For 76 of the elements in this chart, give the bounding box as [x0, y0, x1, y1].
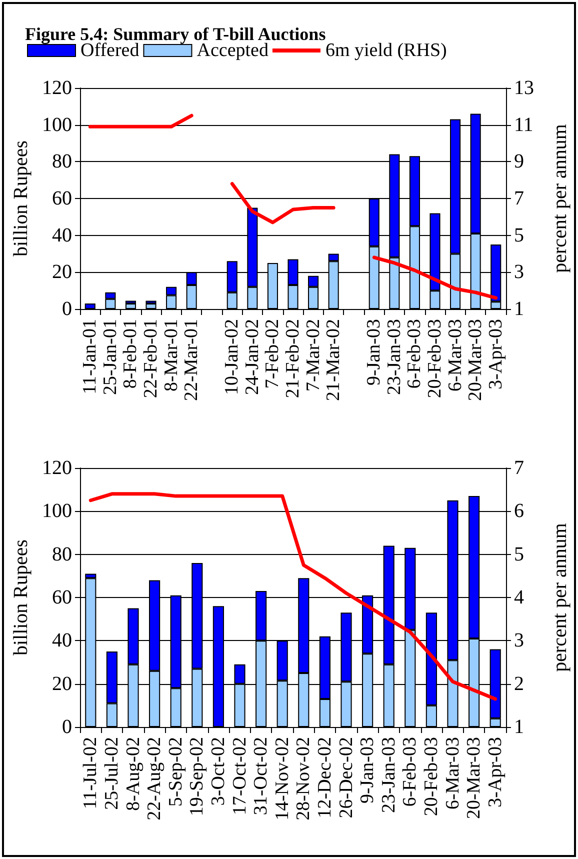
bar	[146, 303, 156, 309]
x-tick-label: 10-Jan-02	[222, 319, 243, 395]
x-tick-label: 19-Sep-02	[186, 737, 208, 816]
line-series	[88, 492, 498, 701]
x-tick-label: 20-Feb-03	[424, 319, 446, 398]
x-tick-label: 6-Feb-03	[404, 319, 426, 389]
y2-tick-label: 1	[514, 298, 524, 320]
x-tick-label: 23-Jan-03	[378, 737, 400, 813]
y2-tick-label: 11	[514, 114, 534, 136]
bar	[84, 303, 96, 309]
y2-tick-label: 1	[514, 716, 524, 738]
y2-tick-label: 2	[514, 672, 524, 695]
bar	[125, 303, 136, 309]
x-tick-label: 20-Mar-03	[465, 319, 486, 401]
y2-tick-label: 7	[514, 457, 524, 479]
x-tick-label: 8-Aug-02	[122, 737, 144, 811]
x-tick-label: 20-Feb-03	[420, 737, 442, 816]
y2-tick-label: 4	[514, 586, 524, 608]
y-tick-label: 80	[52, 543, 72, 566]
x-tick-label: 6-Feb-03	[400, 737, 421, 807]
x-tick-label: 3-Oct-02	[208, 737, 229, 806]
y-tick-label: 0	[62, 716, 72, 738]
y-tick-label: 40	[52, 630, 72, 652]
x-tick-label: 25-Jul-02	[101, 737, 122, 810]
y2-tick-label: 3	[514, 261, 524, 284]
x-tick-label: 8-Mar-01	[160, 319, 182, 392]
y-tick-label: 100	[42, 500, 72, 522]
y-tick-label: 0	[62, 298, 72, 320]
y-tick-label: 60	[52, 586, 72, 608]
x-tick-label: 7-Mar-02	[302, 319, 324, 392]
y2-tick-label: 6	[514, 500, 524, 522]
legend-label: 6m yield (RHS)	[325, 40, 447, 61]
x-tick-label: 9-Jan-03	[357, 737, 378, 804]
x-tick-label: 22-Mar-01	[181, 319, 202, 401]
x-tick-label: 28-Nov-02	[293, 737, 314, 820]
x-tick-label: 5-Sep-02	[165, 737, 186, 807]
x-tick-label: 14-Nov-02	[272, 737, 293, 820]
y-tick-label: 80	[52, 150, 72, 173]
x-tick-label: 25-Jan-01	[100, 319, 121, 395]
y-tick-label: 120	[42, 457, 72, 479]
y-tick-label: 120	[42, 77, 72, 99]
x-tick-label: 26-Dec-02	[336, 737, 357, 818]
x-tick-label: 7-Feb-02	[262, 319, 284, 389]
y-tick-label: 100	[42, 114, 72, 136]
y2-tick-label: 13	[514, 77, 534, 99]
y-tick-label: 40	[52, 224, 72, 246]
x-tick-label: 11-Jan-01	[80, 319, 101, 394]
x-tick-label: 31-Oct-02	[250, 737, 272, 816]
x-tick-label: 3-Apr-03	[484, 737, 506, 808]
x-tick-label: 23-Jan-03	[384, 319, 405, 395]
y-tick-label: 20	[52, 261, 72, 284]
y-tick-label: 60	[52, 188, 72, 210]
y2-tick-label: 7	[514, 188, 524, 210]
x-tick-label: 6-Mar-03	[444, 319, 466, 392]
y-axis-title: billion Rupees	[10, 539, 32, 656]
x-tick-label: 6-Mar-03	[442, 737, 464, 810]
y2-tick-label: 9	[514, 150, 524, 173]
x-tick-label: 8-Feb-01	[120, 319, 142, 389]
x-tick-label: 21-Feb-02	[282, 319, 304, 398]
y-tick-label: 20	[52, 672, 72, 695]
x-tick-label: 9-Jan-03	[364, 319, 385, 386]
y2-tick-label: 3	[514, 630, 524, 652]
y2-tick-label: 5	[514, 224, 524, 246]
x-tick-label: 21-Mar-02	[323, 319, 344, 401]
y-axis-title: billion Rupees	[10, 140, 32, 257]
y2-axis-title: percent per annum	[549, 124, 571, 273]
x-tick-label: 17-Oct-02	[229, 737, 250, 816]
x-tick-label: 20-Mar-03	[464, 737, 485, 819]
y2-axis-title: percent per annum	[549, 522, 571, 672]
x-tick-label: 12-Dec-02	[314, 737, 336, 818]
x-tick-label: 11-Jul-02	[80, 737, 102, 810]
x-tick-label: 22-Aug-02	[144, 737, 166, 820]
x-tick-label: 22-Feb-01	[140, 319, 162, 398]
x-tick-label: 3-Apr-03	[485, 319, 506, 390]
y2-tick-label: 5	[514, 543, 524, 566]
x-tick-label: 24-Jan-02	[242, 319, 263, 395]
